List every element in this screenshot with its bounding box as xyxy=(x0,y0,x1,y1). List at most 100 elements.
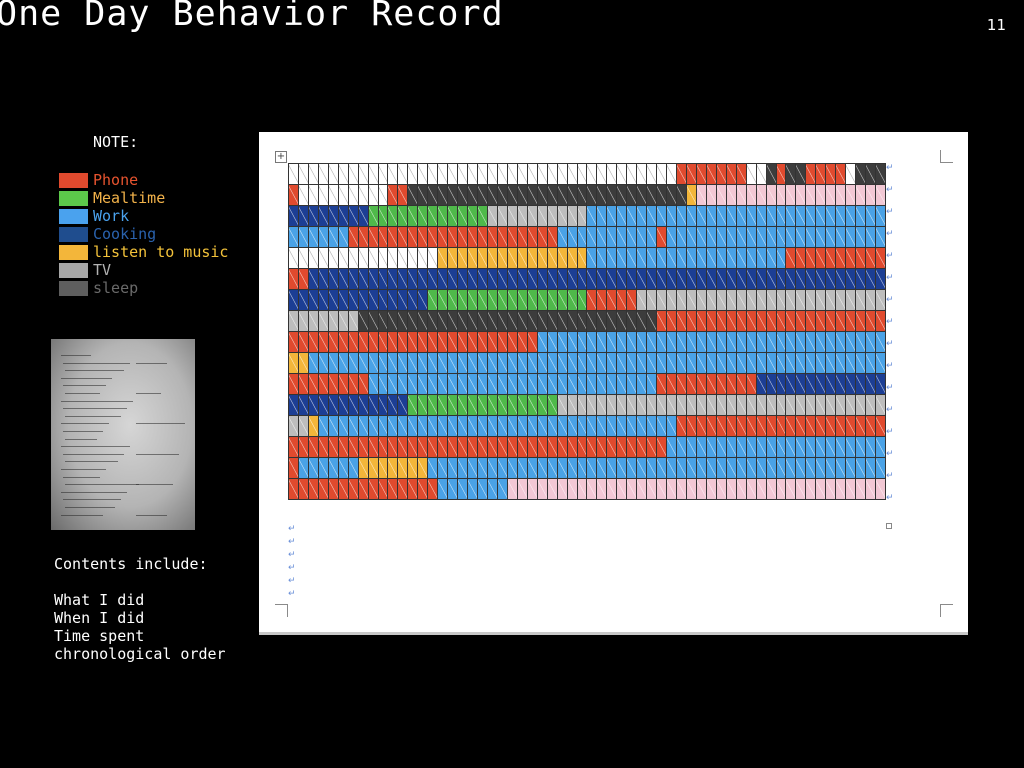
legend-swatch xyxy=(59,226,88,242)
time-cell xyxy=(637,332,648,353)
time-cell xyxy=(637,479,648,500)
time-cell xyxy=(358,437,369,458)
time-cell xyxy=(776,227,787,248)
time-cell xyxy=(637,416,648,437)
handwriting-line xyxy=(61,491,127,493)
time-cell xyxy=(876,269,886,290)
time-cell xyxy=(318,311,329,332)
time-cell xyxy=(577,416,588,437)
time-cell xyxy=(458,206,469,227)
time-cell xyxy=(438,374,449,395)
time-cell xyxy=(527,290,538,311)
time-cell xyxy=(487,395,498,416)
time-cell xyxy=(298,395,309,416)
time-cell xyxy=(348,311,359,332)
time-cell xyxy=(507,206,518,227)
time-cell xyxy=(328,185,339,206)
time-cell xyxy=(378,353,389,374)
time-cell xyxy=(368,395,379,416)
time-cell xyxy=(647,374,658,395)
time-cell xyxy=(806,458,817,479)
time-cell xyxy=(826,353,837,374)
time-cell xyxy=(458,437,469,458)
time-cell xyxy=(647,479,658,500)
time-cell xyxy=(487,311,498,332)
time-cell xyxy=(617,374,628,395)
time-cell xyxy=(677,206,687,227)
handwriting-line xyxy=(136,423,185,425)
row-end-mark: ↵ xyxy=(886,229,894,239)
time-cell xyxy=(398,227,409,248)
time-cell xyxy=(428,458,439,479)
time-cell xyxy=(826,332,837,353)
time-cell xyxy=(338,416,349,437)
table-move-handle[interactable]: + xyxy=(275,151,287,163)
time-cell xyxy=(408,374,419,395)
time-cell xyxy=(358,374,369,395)
time-cell xyxy=(766,290,777,311)
time-cell xyxy=(537,458,548,479)
time-cell xyxy=(846,311,857,332)
time-cell xyxy=(547,479,558,500)
row-end-mark: ↵ xyxy=(886,427,894,437)
time-cell xyxy=(856,353,867,374)
time-cell xyxy=(806,269,817,290)
time-cell xyxy=(637,185,648,206)
time-cell xyxy=(587,206,598,227)
time-cell xyxy=(637,458,648,479)
time-cell xyxy=(826,395,837,416)
time-cell xyxy=(418,395,429,416)
time-cell xyxy=(706,248,717,269)
handwriting-line xyxy=(63,408,127,410)
table-resize-handle[interactable] xyxy=(886,523,892,529)
time-cell xyxy=(368,332,379,353)
time-cell xyxy=(448,395,459,416)
time-cell xyxy=(617,479,628,500)
time-cell xyxy=(507,353,518,374)
time-cell xyxy=(557,458,568,479)
time-cell xyxy=(836,458,847,479)
row-end-mark: ↵ xyxy=(886,273,894,283)
time-cell xyxy=(776,311,787,332)
legend-item-phone: Phone xyxy=(59,171,228,189)
time-cell xyxy=(497,395,508,416)
time-cell xyxy=(547,374,558,395)
time-cell xyxy=(448,164,459,185)
time-cell xyxy=(826,185,837,206)
time-cell xyxy=(647,353,658,374)
time-cell xyxy=(756,416,767,437)
handwriting-line xyxy=(63,385,106,387)
handwriting-line xyxy=(63,499,121,501)
time-cell xyxy=(348,227,359,248)
time-cell xyxy=(816,437,827,458)
time-cell xyxy=(308,206,319,227)
time-cell xyxy=(617,269,628,290)
time-cell xyxy=(866,374,877,395)
time-cell xyxy=(328,395,339,416)
time-cell xyxy=(448,227,459,248)
time-cell xyxy=(706,479,717,500)
time-cell xyxy=(826,311,837,332)
time-cell xyxy=(298,437,309,458)
time-cell xyxy=(856,332,867,353)
time-cell xyxy=(597,395,608,416)
time-cell xyxy=(517,206,528,227)
time-cell xyxy=(816,332,827,353)
time-cell xyxy=(318,374,329,395)
time-cell xyxy=(806,353,817,374)
time-cell xyxy=(438,290,449,311)
time-cell xyxy=(567,374,578,395)
time-cell xyxy=(358,269,369,290)
time-cell xyxy=(776,374,787,395)
legend-swatch xyxy=(59,172,88,188)
time-cell xyxy=(667,269,678,290)
time-cell xyxy=(438,416,449,437)
time-cell xyxy=(428,290,439,311)
time-cell xyxy=(468,206,479,227)
time-cell xyxy=(408,248,419,269)
time-cell xyxy=(527,416,538,437)
time-cell xyxy=(667,479,678,500)
time-cell xyxy=(836,395,847,416)
time-cell xyxy=(418,374,429,395)
time-cell xyxy=(557,269,568,290)
